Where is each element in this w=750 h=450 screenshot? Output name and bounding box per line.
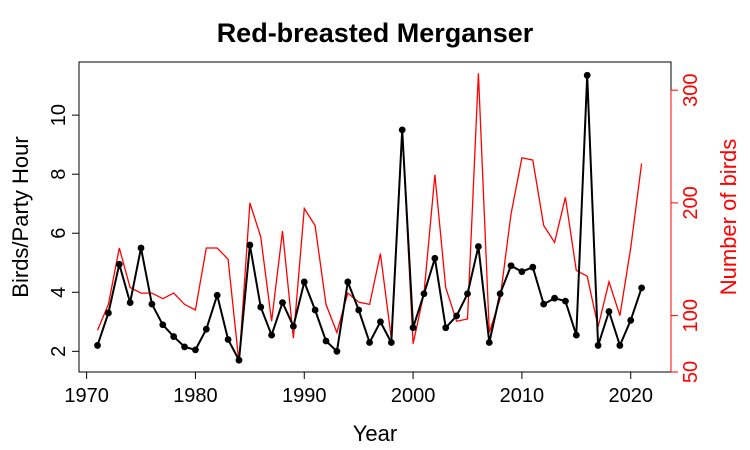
data-point xyxy=(398,126,406,134)
data-point xyxy=(148,300,156,308)
x-axis: 1970 1980 1990 2000 2010 2020 xyxy=(64,371,653,407)
x-tick-label: 1980 xyxy=(173,385,218,407)
data-point xyxy=(638,284,646,292)
y-left-tick-label: 10 xyxy=(48,104,70,126)
data-point xyxy=(213,291,221,299)
data-point xyxy=(562,297,569,305)
data-point xyxy=(322,337,330,345)
data-point xyxy=(496,290,504,298)
data-point xyxy=(366,339,373,346)
x-tick-label: 2010 xyxy=(500,385,545,407)
data-point xyxy=(387,339,395,346)
series-line-number-of-birds xyxy=(96,73,643,364)
chart-title: Red-breasted Merganser xyxy=(217,18,534,48)
y-left-axis-label: Birds/Party Hour xyxy=(8,136,33,297)
data-point xyxy=(355,306,363,314)
data-point xyxy=(377,318,384,326)
data-point xyxy=(235,356,243,364)
data-point xyxy=(583,71,591,79)
data-point xyxy=(333,347,341,355)
x-tick-label: 2000 xyxy=(391,385,436,407)
y-right-tick-label: 100 xyxy=(680,299,702,332)
data-point xyxy=(300,278,308,286)
data-point xyxy=(507,262,515,270)
series-layer xyxy=(94,71,646,364)
data-point xyxy=(159,321,167,329)
data-point xyxy=(126,299,134,307)
data-point xyxy=(464,290,471,298)
data-point xyxy=(311,306,319,314)
data-point xyxy=(420,290,428,298)
data-point xyxy=(344,278,352,286)
y-right-axis-label: Number of birds xyxy=(716,139,741,296)
x-tick-label: 2020 xyxy=(608,385,653,407)
y-left-tick-label: 6 xyxy=(48,228,70,239)
y-left-tick-label: 2 xyxy=(48,346,70,357)
y-right-tick-label: 50 xyxy=(680,361,702,383)
x-tick-label: 1970 xyxy=(64,385,109,407)
x-axis-label: Year xyxy=(353,421,397,446)
y-left-axis: 2 4 6 8 10 xyxy=(48,104,80,357)
y-right-tick-label: 300 xyxy=(680,73,702,106)
data-point xyxy=(192,346,199,354)
x-tick-label: 1990 xyxy=(282,385,327,407)
data-point xyxy=(170,333,178,340)
data-point xyxy=(442,324,450,332)
data-point xyxy=(409,324,417,332)
data-point xyxy=(529,263,537,271)
data-point xyxy=(246,241,254,249)
data-point xyxy=(224,336,232,343)
data-point xyxy=(572,331,580,339)
data-point xyxy=(551,294,558,302)
data-point xyxy=(431,254,439,262)
data-point xyxy=(137,244,145,252)
data-point xyxy=(202,325,210,333)
data-point xyxy=(616,342,624,349)
y-right-axis: 50 100 200 300 xyxy=(670,73,702,383)
data-point xyxy=(279,299,286,307)
y-left-tick-label: 8 xyxy=(48,169,70,180)
data-point xyxy=(540,300,548,308)
y-right-tick-label: 200 xyxy=(680,186,702,219)
data-point xyxy=(453,312,461,320)
data-point xyxy=(485,339,493,346)
data-point xyxy=(518,268,526,276)
data-point xyxy=(181,343,188,351)
y-left-tick-label: 4 xyxy=(48,287,70,298)
data-point xyxy=(289,322,297,330)
data-point xyxy=(115,260,123,268)
data-point xyxy=(627,316,635,324)
data-point xyxy=(474,243,482,250)
data-point xyxy=(605,308,613,315)
data-point xyxy=(594,342,602,349)
data-point xyxy=(268,331,276,339)
data-point xyxy=(94,342,101,349)
data-point xyxy=(104,309,112,317)
data-point xyxy=(257,303,265,311)
